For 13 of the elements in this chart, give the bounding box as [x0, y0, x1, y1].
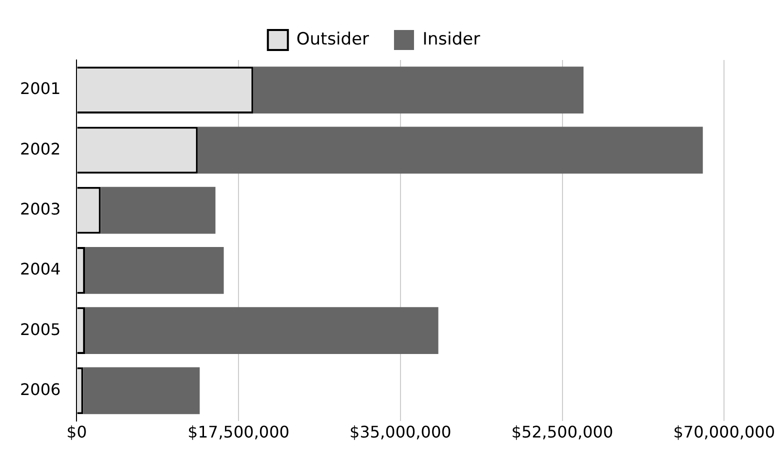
y-tick-label: 2001 [20, 79, 61, 98]
x-tick-label: $70,000,000 [673, 422, 776, 442]
y-tick-label: 2006 [20, 380, 61, 399]
x-tick-label: $0 [66, 422, 87, 442]
y-tick-label: 2005 [20, 320, 61, 339]
x-tick-label: $17,500,000 [188, 422, 290, 442]
y-tick-label: 2002 [20, 139, 61, 158]
y-tick-label: 2003 [20, 199, 61, 218]
legend-label: Insider [422, 29, 480, 50]
legend-label: Outsider [296, 29, 370, 50]
x-tick-label: $35,000,000 [350, 422, 452, 442]
x-tick-label: $52,500,000 [511, 422, 614, 442]
y-tick-label: 2004 [20, 260, 61, 279]
